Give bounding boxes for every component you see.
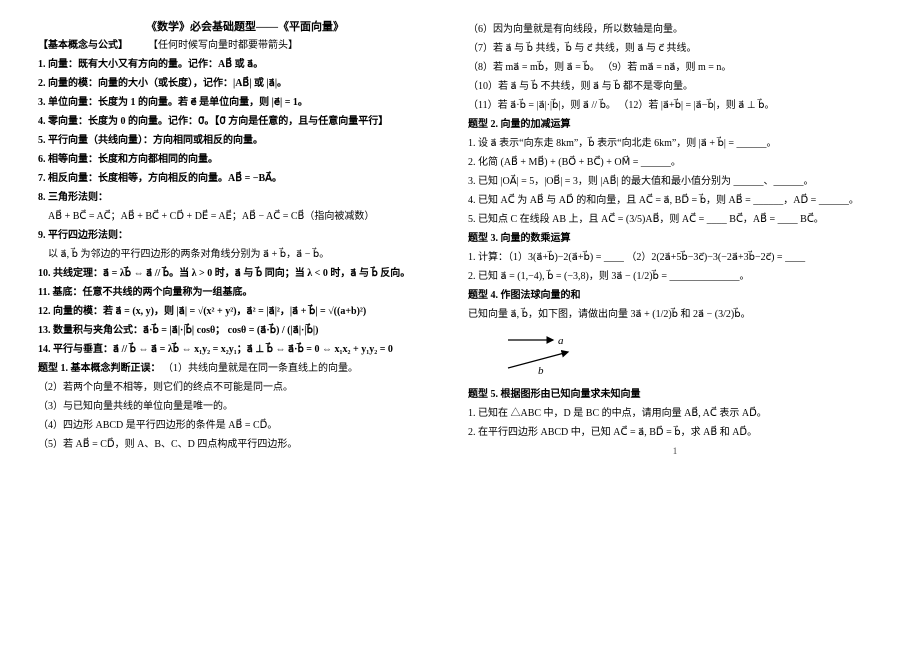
item-14-text: 14. 平行与垂直：a⃗ // b⃗ ⇔ a⃗ = λb⃗ ⇔ x₁y₂ = x… (38, 344, 393, 355)
type4-header: 题型 4. 作图法球向量的和 (468, 288, 882, 303)
type2-header: 题型 2. 向量的加减运算 (468, 117, 882, 132)
type3-item-2: 2. 已知 a⃗ = (1,−4), b⃗ = (−3,8)，则 3a⃗ − (… (468, 269, 882, 284)
item-10: 10. 共线定理：a⃗ = λb⃗ ⇔ a⃗ // b⃗。当 λ > 0 时，a… (38, 266, 452, 281)
item-8: 8. 三角形法则： (38, 190, 452, 205)
type1-item-11-12: （11）若 a⃗·b⃗ = |a⃗|·|b⃗|，则 a⃗ // b⃗。 （12）… (468, 98, 882, 113)
vec-a-label: a (558, 335, 564, 347)
concepts-row: 【基本概念与公式】 【任何时候写向量时都要带箭头】 (38, 38, 452, 53)
type2-item-4: 4. 已知 AC⃗ 为 AB⃗ 与 AD⃗ 的和向量，且 AC⃗ = a⃗, B… (468, 193, 882, 208)
item-9b-text: 以 a⃗, b⃗ 为邻边的平行四边形的两条对角线分别为 a⃗ + b⃗，a⃗ −… (48, 249, 329, 260)
type3-item-1: 1. 计算：（1）3(a⃗+b⃗)−2(a⃗+b⃗) = ____ （2）2(2… (468, 250, 882, 265)
type5-header: 题型 5. 根据图形由已知向量求未知向量 (468, 387, 882, 402)
type2-item-3: 3. 已知 |OA⃗| = 5，|OB⃗| = 3，则 |AB⃗| 的最大值和最… (468, 174, 882, 189)
item-5-text: 5. 平行向量（共线向量）：方向相同或相反的向量。 (38, 135, 263, 146)
item-13-text: 13. 数量积与夹角公式：a⃗·b⃗ = |a⃗|·|b⃗| cosθ； cos… (38, 325, 318, 336)
type1-item-1: （1）共线向量就是在同一条直线上的向量。 (163, 363, 358, 374)
type1-item-10: （10）若 a⃗ 与 b⃗ 不共线，则 a⃗ 与 b⃗ 都不是零向量。 (468, 79, 882, 94)
type1-row: 题型 1. 基本概念判断正误： （1）共线向量就是在同一条直线上的向量。 (38, 361, 452, 376)
type1-item-5: （5）若 AB⃗ = CD⃗，则 A、B、C、D 四点构成平行四边形。 (38, 437, 452, 452)
type5-item-1: 1. 已知在 △ABC 中，D 是 BC 的中点，请用向量 AB⃗, AC⃗ 表… (468, 406, 882, 421)
item-11: 11. 基底：任意不共线的两个向量称为一组基底。 (38, 285, 452, 300)
concepts-header: 【基本概念与公式】 (38, 40, 128, 51)
vector-diagram: a b (498, 328, 882, 381)
vector-svg: a b (498, 328, 618, 378)
left-column: 《数学》必会基础题型——《平面向量》 【基本概念与公式】 【任何时候写向量时都要… (30, 18, 460, 640)
type1-item-3: （3）与已知向量共线的单位向量是唯一的。 (38, 399, 452, 414)
item-4-text: 4. 零向量：长度为 0 的向量。记作：0⃗。【0⃗ 方向是任意的，且与任意向量… (38, 116, 388, 127)
item-8b: AB⃗ + BC⃗ = AC⃗；AB⃗ + BC⃗ + CD⃗ + DE⃗ = … (38, 209, 452, 224)
item-8-text: 8. 三角形法则： (38, 192, 108, 203)
right-column: （6）因为向量就是有向线段，所以数轴是向量。 （7）若 a⃗ 与 b⃗ 共线，b… (460, 18, 890, 640)
item-4: 4. 零向量：长度为 0 的向量。记作：0⃗。【0⃗ 方向是任意的，且与任意向量… (38, 114, 452, 129)
type1-item-4: （4）四边形 ABCD 是平行四边形的条件是 AB⃗ = CD⃗。 (38, 418, 452, 433)
item-2-text: 2. 向量的模：向量的大小（或长度），记作：|AB⃗| 或 |a⃗|。 (38, 78, 287, 89)
item-11-text: 11. 基底：任意不共线的两个向量称为一组基底。 (38, 287, 252, 298)
type1-item-8-9: （8）若 ma⃗ = mb⃗，则 a⃗ = b⃗。 （9）若 ma⃗ = na⃗… (468, 60, 882, 75)
item-9b: 以 a⃗, b⃗ 为邻边的平行四边形的两条对角线分别为 a⃗ + b⃗，a⃗ −… (38, 247, 452, 262)
item-6: 6. 相等向量：长度和方向都相同的向量。 (38, 152, 452, 167)
item-1: 1. 向量：既有大小又有方向的量。记作：AB⃗ 或 a⃗。 (38, 57, 452, 72)
type4-text: 已知向量 a⃗, b⃗，如下图，请做出向量 3a⃗ + (1/2)b⃗ 和 2a… (468, 307, 882, 322)
item-13: 13. 数量积与夹角公式：a⃗·b⃗ = |a⃗|·|b⃗| cosθ； cos… (38, 323, 452, 338)
page-root: 《数学》必会基础题型——《平面向量》 【基本概念与公式】 【任何时候写向量时都要… (0, 0, 920, 650)
type2-item-2: 2. 化简 (AB⃗ + MB⃗) + (BO⃗ + BC⃗) + OM⃗ = … (468, 155, 882, 170)
item-14: 14. 平行与垂直：a⃗ // b⃗ ⇔ a⃗ = λb⃗ ⇔ x₁y₂ = x… (38, 342, 452, 357)
page-number: 1 (468, 446, 882, 456)
item-6-text: 6. 相等向量：长度和方向都相同的向量。 (38, 154, 218, 165)
type3-header: 题型 3. 向量的数乘运算 (468, 231, 882, 246)
item-8b-text: AB⃗ + BC⃗ = AC⃗；AB⃗ + BC⃗ + CD⃗ + DE⃗ = … (48, 211, 374, 222)
item-7-text: 7. 相反向量：长度相等，方向相反的向量。AB⃗ = −BA⃗。 (38, 173, 282, 184)
item-5: 5. 平行向量（共线向量）：方向相同或相反的向量。 (38, 133, 452, 148)
item-9-text: 9. 平行四边形法则： (38, 230, 128, 241)
note-arrow: 【任何时候写向量时都要带箭头】 (148, 40, 298, 51)
type5-item-2: 2. 在平行四边形 ABCD 中，已知 AC⃗ = a⃗, BD⃗ = b⃗，求… (468, 425, 882, 440)
type1-item-6: （6）因为向量就是有向线段，所以数轴是向量。 (468, 22, 882, 37)
item-12-text: 12. 向量的模：若 a⃗ = (x, y)，则 |a⃗| = √(x² + y… (38, 306, 366, 317)
item-10-text: 10. 共线定理：a⃗ = λb⃗ ⇔ a⃗ // b⃗。当 λ > 0 时，a… (38, 268, 410, 279)
item-3-text: 3. 单位向量：长度为 1 的向量。若 e⃗ 是单位向量，则 |e⃗| = 1。 (38, 97, 308, 108)
item-7: 7. 相反向量：长度相等，方向相反的向量。AB⃗ = −BA⃗。 (38, 171, 452, 186)
type2-item-1: 1. 设 a⃗ 表示“向东走 8km”，b⃗ 表示“向北走 6km”，则 |a⃗… (468, 136, 882, 151)
type1-item-2: （2）若两个向量不相等，则它们的终点不可能是同一点。 (38, 380, 452, 395)
item-12: 12. 向量的模：若 a⃗ = (x, y)，则 |a⃗| = √(x² + y… (38, 304, 452, 319)
type2-item-5: 5. 已知点 C 在线段 AB 上，且 AC⃗ = (3/5)AB⃗，则 AC⃗… (468, 212, 882, 227)
type1-item-7: （7）若 a⃗ 与 b⃗ 共线，b⃗ 与 c⃗ 共线，则 a⃗ 与 c⃗ 共线。 (468, 41, 882, 56)
item-3: 3. 单位向量：长度为 1 的向量。若 e⃗ 是单位向量，则 |e⃗| = 1。 (38, 95, 452, 110)
item-2: 2. 向量的模：向量的大小（或长度），记作：|AB⃗| 或 |a⃗|。 (38, 76, 452, 91)
item-9: 9. 平行四边形法则： (38, 228, 452, 243)
type1-header: 题型 1. 基本概念判断正误： (38, 363, 161, 374)
item-1-text: 1. 向量：既有大小又有方向的量。记作：AB⃗ 或 a⃗。 (38, 59, 263, 70)
doc-title: 《数学》必会基础题型——《平面向量》 (38, 18, 452, 34)
vec-b-label: b (538, 365, 544, 377)
